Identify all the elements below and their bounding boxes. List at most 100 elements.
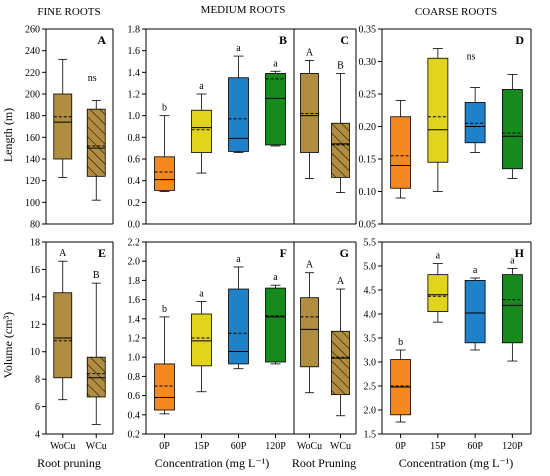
y-tick-label-h-8: 5.5: [364, 238, 377, 249]
box-f-15p: [191, 313, 212, 367]
box-d-120p: [501, 89, 523, 170]
y-axis-label-volume: Volume (cm³): [1, 312, 15, 378]
y-tick-label-f-7: 1.6: [128, 295, 141, 306]
y-tick-label-b-8: 1.6: [128, 46, 141, 57]
y-tick-label-d-1: 0.10: [359, 187, 377, 198]
box-h-15p: [427, 274, 449, 313]
y-tick-label-d-2: 0.15: [359, 155, 377, 166]
x-tick-label-g-wcu: WCu: [330, 441, 351, 452]
y-tick-label-b-9: 1.8: [128, 25, 141, 36]
box-a-wcu: [86, 108, 106, 177]
box-d-60p: [464, 102, 486, 144]
panel-f: 0.2 0.4 0.6 0.8 1.0 1.2 1.4 1.6 1.8 2.0 2.2 F 0P b 15P…: [128, 238, 294, 452]
significance-h-0p: b: [398, 337, 403, 348]
box-b-60p: [228, 77, 249, 152]
significance-e-wcu: B: [93, 270, 100, 281]
panel-g: G WoCu A WCu A: [293, 241, 357, 452]
y-tick-label-h-6: 4.5: [364, 286, 377, 297]
y-tick-label-e-7: 18: [30, 238, 40, 249]
box-h-60p: [464, 279, 486, 344]
significance-f-60p: a: [236, 254, 241, 265]
y-tick-label-b-7: 1.4: [128, 68, 141, 79]
significance-f-120p: a: [273, 272, 278, 283]
y-tick-label-a-8: 240: [25, 46, 40, 57]
y-tick-label-h-5: 4.0: [364, 310, 377, 321]
x-axis-label-medium-concentration: Concentration (mg L⁻¹): [155, 456, 270, 470]
x-axis-label-coarse: Concentration (mg L⁻¹): [399, 456, 514, 470]
y-tick-label-h-0: 1.5: [364, 430, 377, 441]
y-tick-label-f-10: 2.2: [128, 238, 141, 249]
coarse-roots-title: COARSE ROOTS: [415, 6, 497, 18]
significance-g-wocu: A: [306, 260, 314, 271]
x-axis-label-fine: Root pruning: [37, 456, 101, 470]
x-tick-label-f-120p: 120P: [265, 441, 286, 452]
y-tick-label-d-6: 0.35: [359, 25, 377, 36]
y-tick-label-e-6: 16: [30, 265, 40, 276]
significance-b-0p: b: [162, 103, 167, 114]
y-tick-label-h-2: 2.5: [364, 382, 377, 393]
y-tick-label-e-4: 12: [30, 320, 40, 331]
y-tick-label-a-4: 160: [25, 133, 40, 144]
panel-letter-d: D: [515, 33, 524, 47]
panel-a: 80 100 120 140 160 180 200 220 240 260 Ans: [25, 25, 114, 231]
y-tick-label-a-2: 120: [25, 176, 40, 187]
y-tick-label-f-0: 0.2: [128, 430, 141, 441]
panel-letter-h: H: [515, 246, 525, 260]
box-f-120p: [265, 287, 286, 363]
significance-b-120p: a: [273, 58, 278, 69]
y-tick-label-f-8: 1.8: [128, 276, 141, 287]
significance-d-ns: ns: [467, 52, 476, 63]
panel-d: 0.05 0.10 0.15 0.20 0.25 0.30 0.35 Dns: [359, 25, 532, 231]
box-c-wocu: [300, 73, 319, 153]
y-tick-label-f-5: 1.2: [128, 334, 141, 345]
y-tick-label-f-3: 0.8: [128, 372, 141, 383]
significance-f-15p: a: [199, 289, 204, 300]
panel-b: 0.0 0.2 0.4 0.6 0.8 1.0 1.2 1.4 1.6 1.8 Bb a a a: [128, 25, 294, 231]
y-tick-label-a-5: 180: [25, 111, 40, 122]
y-tick-label-a-9: 260: [25, 25, 40, 36]
y-tick-label-e-5: 14: [30, 292, 40, 303]
y-tick-label-f-4: 1.0: [128, 353, 141, 364]
y-tick-label-a-0: 80: [30, 220, 40, 231]
box-d-0p: [390, 116, 412, 189]
box-g-wocu: [300, 297, 319, 368]
panel-letter-a: A: [97, 33, 106, 47]
y-tick-label-b-0: 0.0: [128, 220, 141, 231]
panel-c: C A B: [293, 28, 357, 225]
box-g-wcu: [331, 330, 350, 396]
significance-c-wcu: B: [337, 60, 344, 71]
box-h-120p: [501, 274, 523, 344]
y-tick-label-b-3: 0.6: [128, 155, 141, 166]
y-tick-label-b-1: 0.2: [128, 198, 141, 209]
y-tick-label-f-2: 0.6: [128, 391, 141, 402]
y-tick-label-e-3: 10: [30, 347, 40, 358]
y-tick-label-h-4: 3.5: [364, 334, 377, 345]
significance-g-wcu: A: [337, 276, 345, 287]
y-tick-label-d-3: 0.20: [359, 122, 377, 133]
significance-f-0p: b: [162, 304, 167, 315]
y-tick-label-d-0: 0.05: [359, 220, 377, 231]
panel-h: 1.5 2.0 2.5 3.0 3.5 4.0 4.5 5.0 5.5 H 0P b 15P a 60P a 1…: [364, 238, 532, 452]
x-axis-label-medium-pruning: Root Pruning: [292, 456, 356, 470]
y-tick-label-b-2: 0.4: [128, 176, 141, 187]
significance-b-15p: a: [199, 81, 204, 92]
box-b-120p: [265, 73, 286, 146]
significance-e-wocu: A: [59, 248, 67, 259]
x-tick-label-e-wocu: WoCu: [50, 441, 75, 452]
panel-letter-f: F: [280, 246, 287, 260]
y-tick-label-e-0: 4: [35, 430, 40, 441]
box-f-0p: [154, 363, 175, 411]
significance-h-120p: a: [510, 255, 515, 266]
box-f-60p: [228, 288, 249, 365]
box-d-15p: [427, 57, 449, 163]
panels: 80100120140160180200220240260Ans0.00.20.…: [25, 25, 532, 452]
y-tick-label-e-1: 6: [35, 402, 40, 413]
significance-a-ns: ns: [88, 73, 97, 84]
y-tick-label-h-3: 3.0: [364, 358, 377, 369]
y-tick-label-d-4: 0.25: [359, 90, 377, 101]
panel-letter-g: G: [340, 246, 349, 260]
box-b-15p: [191, 109, 212, 153]
box-c-wcu: [331, 122, 350, 178]
y-tick-label-e-2: 8: [35, 375, 40, 386]
